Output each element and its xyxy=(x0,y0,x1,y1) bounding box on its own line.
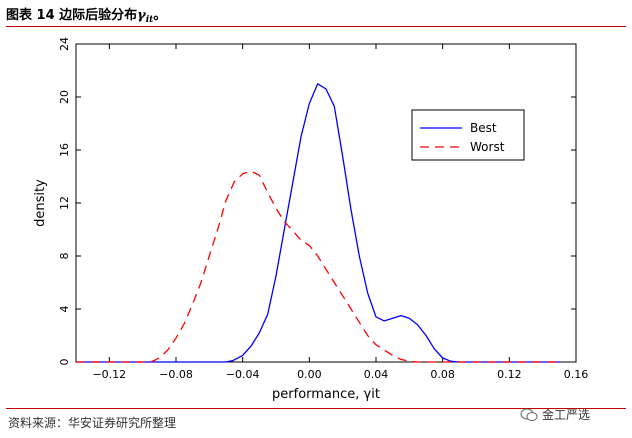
title-suffix: 。 xyxy=(153,8,167,23)
density-chart: −0.12 −0.08 −0.04 0.00 0.04 0.08 0.12 0.16 0 4 8 12… xyxy=(33,37,589,402)
footer-divider xyxy=(6,408,626,409)
y-tick-label: 8 xyxy=(58,253,71,260)
legend-label-worst: Worst xyxy=(470,140,505,154)
source-note: 资料来源：华安证券研究所整理 xyxy=(8,416,177,430)
x-tick-label: 0.00 xyxy=(297,368,322,381)
series-line-best xyxy=(76,83,560,363)
title-divider xyxy=(6,26,626,27)
chart-title: 图表 14 边际后验分布γit。 xyxy=(6,4,166,25)
y-tick-label: 4 xyxy=(58,306,71,313)
legend-box xyxy=(411,109,525,161)
y-tick-label: 12 xyxy=(58,196,71,210)
plot-frame xyxy=(75,43,577,363)
x-tick-label: 0.08 xyxy=(430,368,455,381)
title-prefix: 图表 14 边际后验分布 xyxy=(6,8,138,23)
x-tick-label: 0.16 xyxy=(564,368,589,381)
series-line-worst xyxy=(76,170,560,363)
x-tick-label: 0.04 xyxy=(364,368,389,381)
x-axis-label: performance, γit xyxy=(272,387,380,402)
x-tick-label: −0.12 xyxy=(92,368,126,381)
x-tick-label: −0.08 xyxy=(159,368,193,381)
y-tick-label: 0 xyxy=(58,359,71,366)
y-tick-label: 24 xyxy=(58,37,71,51)
legend-label-best: Best xyxy=(470,121,497,135)
x-tick-label: 0.12 xyxy=(497,368,522,381)
title-symbol: γ xyxy=(137,8,146,23)
title-subscript: it xyxy=(145,15,154,25)
wechat-icon xyxy=(520,408,538,421)
x-tick-label: −0.04 xyxy=(226,368,260,381)
y-tick-label: 16 xyxy=(58,143,71,157)
watermark-text: 金工严选 xyxy=(542,408,591,422)
watermark: 金工严选 xyxy=(520,406,590,423)
y-tick-label: 20 xyxy=(58,90,71,104)
y-axis-label: density xyxy=(33,179,48,227)
